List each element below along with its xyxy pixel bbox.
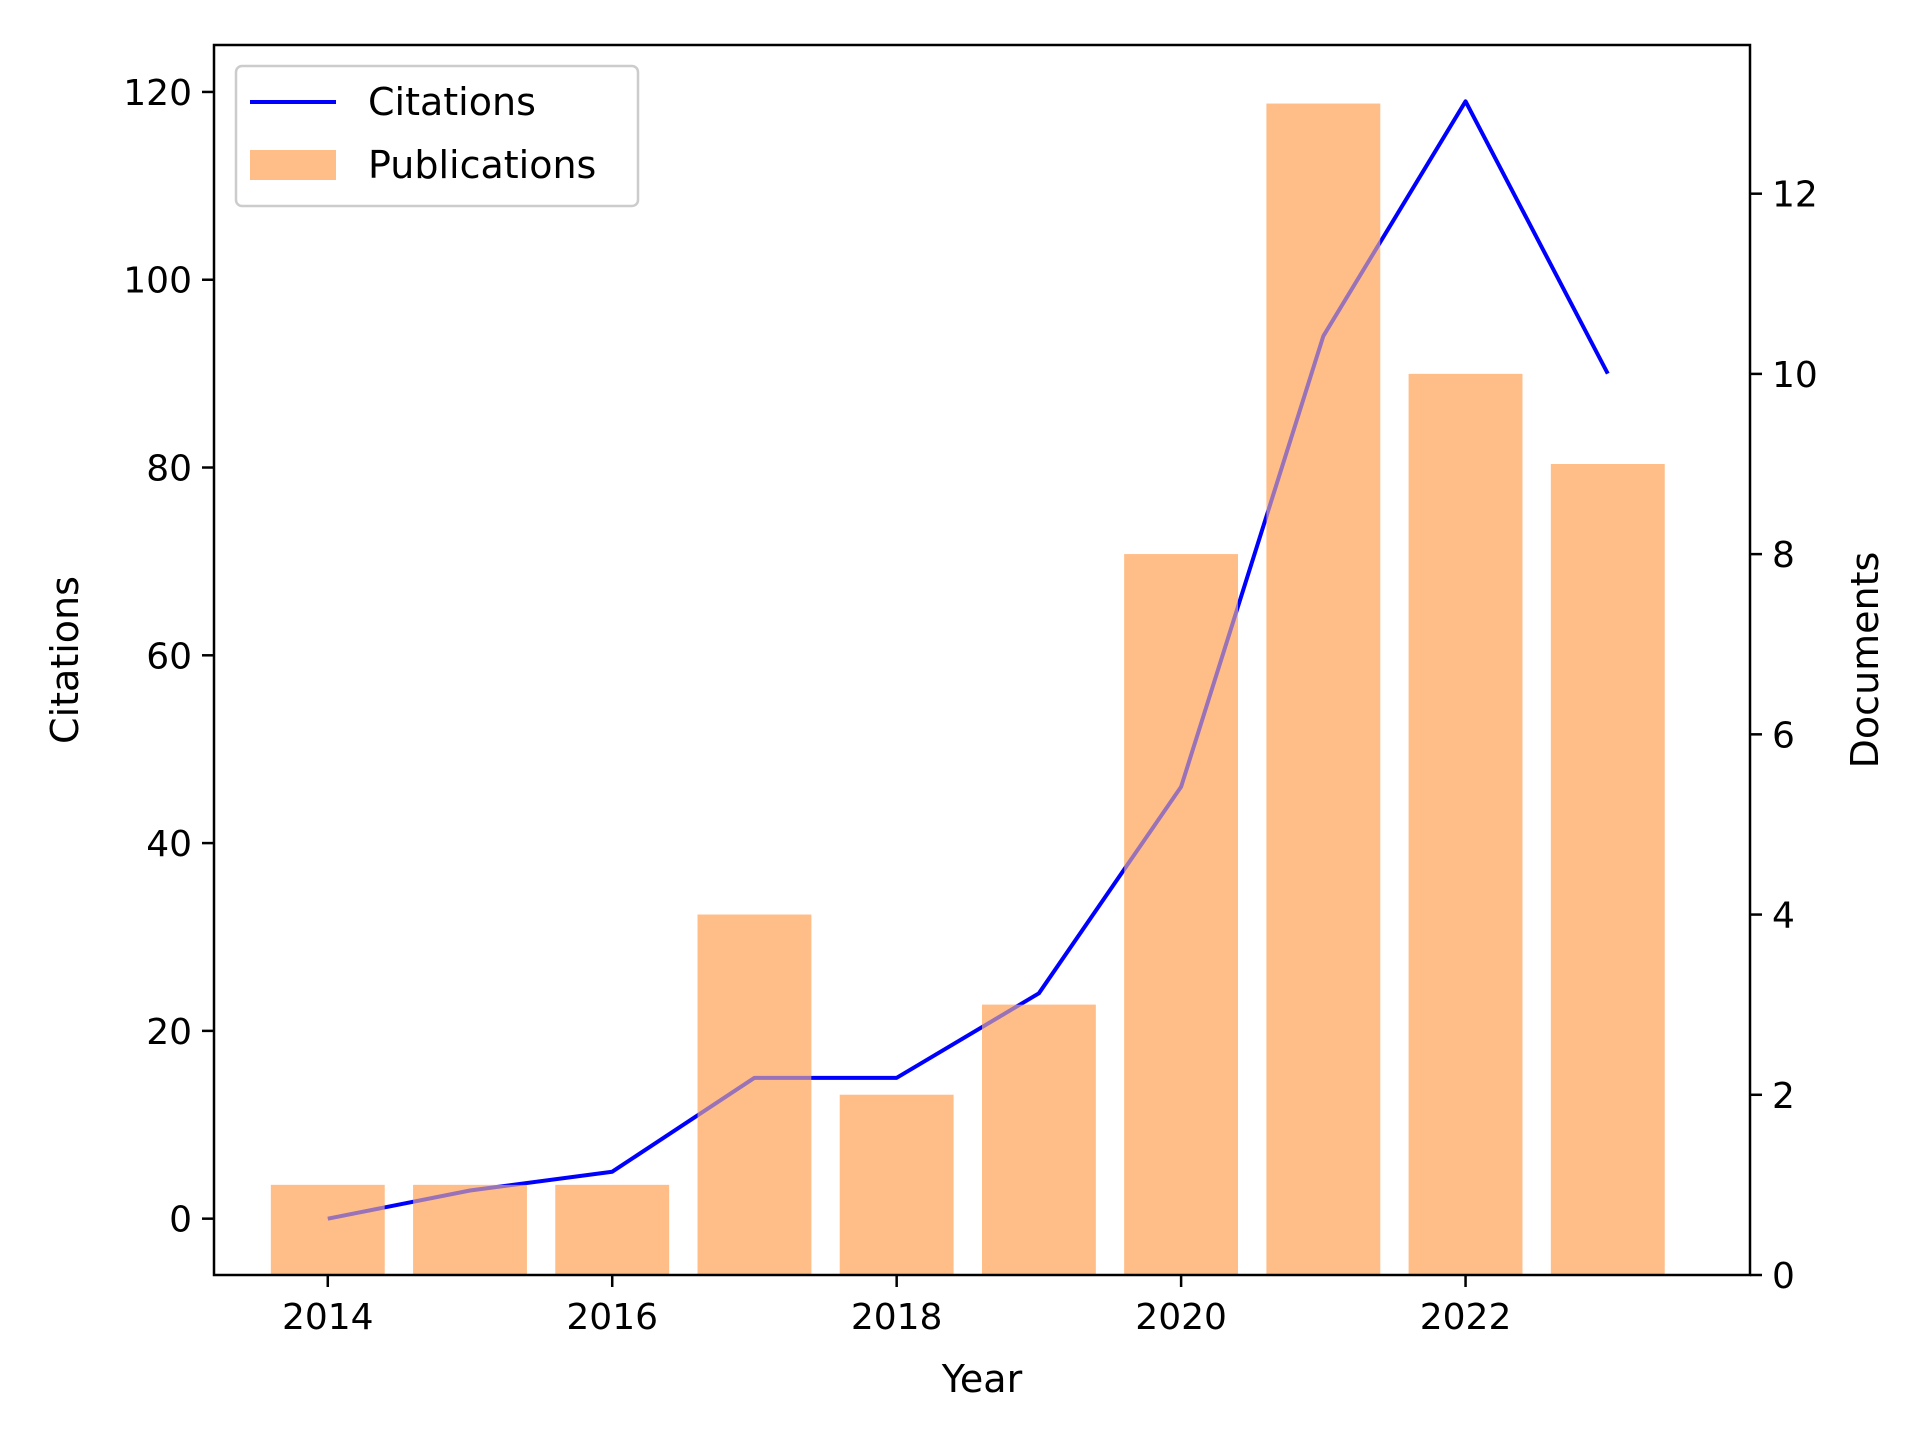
bar-overlay-2017 bbox=[697, 914, 812, 1275]
bar-overlay-2019 bbox=[982, 1004, 1096, 1275]
bar-overlay-2014 bbox=[270, 1184, 385, 1275]
x-tick-label-2014: 2014 bbox=[282, 1297, 374, 1338]
y-tick-label-60: 60 bbox=[146, 636, 192, 677]
bar-overlay-2023 bbox=[1550, 464, 1665, 1275]
y2-axis-label: Documents bbox=[1843, 552, 1887, 769]
legend-box bbox=[234, 64, 640, 208]
y-tick-label-100: 100 bbox=[123, 261, 192, 302]
x-tick-label-2022: 2022 bbox=[1420, 1297, 1512, 1338]
y-tick-label-20: 20 bbox=[146, 1012, 192, 1053]
bar-overlay-2021 bbox=[1266, 103, 1381, 1276]
bar-overlay-2016 bbox=[555, 1184, 670, 1275]
legend-publications-label: Publications bbox=[368, 143, 596, 187]
x-axis: 2014 2016 2018 2020 2022 bbox=[282, 1275, 1511, 1338]
y2-tick-label-12: 12 bbox=[1772, 175, 1818, 216]
x-tick-label-2020: 2020 bbox=[1135, 1297, 1227, 1338]
bar-overlay-2015 bbox=[413, 1184, 527, 1275]
y-tick-label-0: 0 bbox=[169, 1200, 192, 1241]
x-tick-label-2018: 2018 bbox=[851, 1297, 943, 1338]
bar-overlay-2020 bbox=[1124, 554, 1238, 1275]
bar-overlay-2018 bbox=[839, 1094, 954, 1275]
y-tick-label-40: 40 bbox=[146, 824, 192, 865]
y2-tick-label-4: 4 bbox=[1772, 896, 1795, 937]
y-tick-label-120: 120 bbox=[123, 73, 192, 114]
y2-tick-label-2: 2 bbox=[1772, 1076, 1795, 1117]
y2-tick-label-10: 10 bbox=[1772, 355, 1818, 396]
legend-publications-swatch bbox=[250, 150, 336, 180]
legend: Citations Publications bbox=[234, 64, 640, 208]
x-axis-label: Year bbox=[941, 1357, 1023, 1401]
y-tick-label-80: 80 bbox=[146, 449, 192, 490]
y-axis-label: Citations bbox=[43, 576, 87, 744]
citations-line-layer bbox=[270, 99, 1665, 1276]
y2-tick-label-8: 8 bbox=[1772, 535, 1795, 576]
citations-line bbox=[327, 99, 1610, 1221]
y2-tick-label-0: 0 bbox=[1772, 1256, 1795, 1297]
x-tick-label-2016: 2016 bbox=[566, 1297, 658, 1338]
y2-tick-label-6: 6 bbox=[1772, 715, 1795, 756]
plot-frame bbox=[212, 43, 1752, 1277]
y-axis-right: 0 2 4 6 8 10 12 bbox=[1750, 175, 1818, 1297]
legend-citations-label: Citations bbox=[368, 80, 536, 124]
y-axis-left: 0 20 40 60 80 100 120 bbox=[123, 73, 214, 1241]
bar-overlay-2022 bbox=[1408, 373, 1523, 1275]
